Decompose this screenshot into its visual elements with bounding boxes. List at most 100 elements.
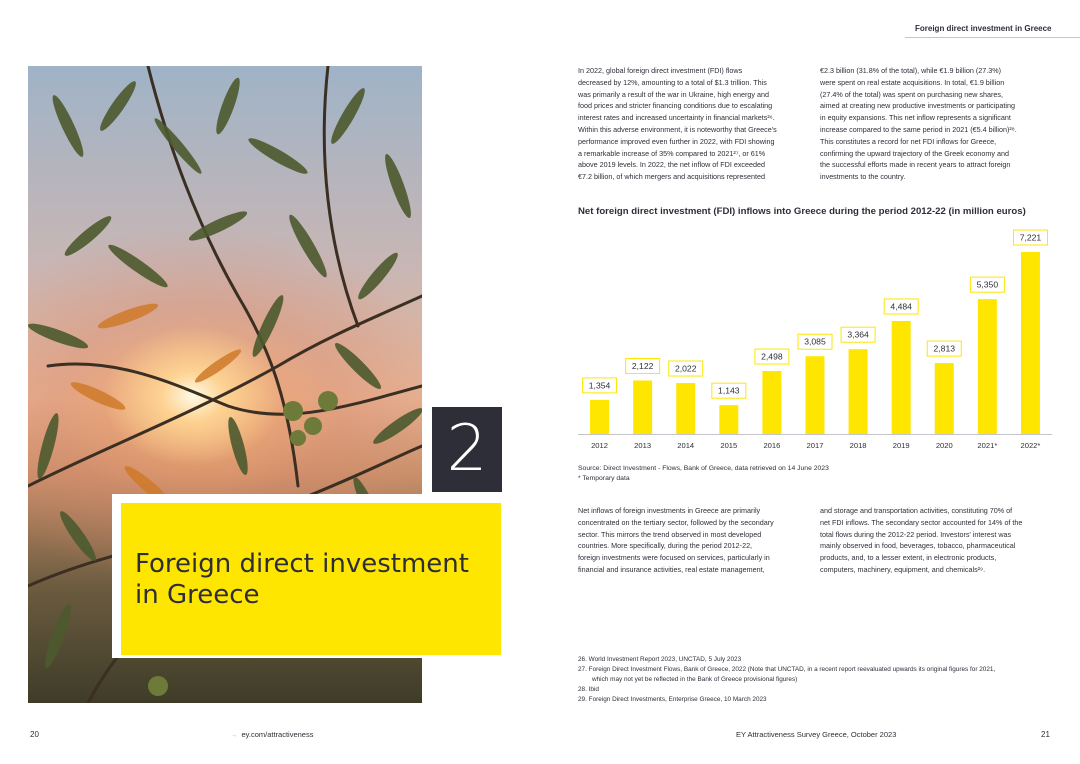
data-label: 1,143 bbox=[718, 386, 740, 396]
text-line: in equity expansions. This net inflow re… bbox=[820, 113, 1011, 123]
text-line: were spent on real estate acquisitions. … bbox=[820, 77, 1005, 87]
text-line: performance improved even further in 202… bbox=[578, 136, 775, 146]
text-line: increase compared to the same period in … bbox=[820, 124, 1017, 134]
footnote: 26. World Investment Report 2023, UNCTAD… bbox=[578, 656, 742, 663]
x-tick-label: 2021* bbox=[977, 441, 997, 450]
data-label: 3,364 bbox=[847, 330, 869, 340]
x-tick-label: 2017 bbox=[807, 441, 824, 450]
text-line: was primarily a result of the war in Ukr… bbox=[578, 89, 769, 99]
bar-2019 bbox=[891, 320, 911, 434]
bar-2021* bbox=[977, 299, 997, 434]
footer-link-text[interactable]: ey.com/attractiveness bbox=[241, 730, 314, 739]
data-label: 7,221 bbox=[1020, 233, 1042, 243]
footnote-continuation: which may not yet be reflected in the Ba… bbox=[592, 676, 798, 683]
temporary-data-note: * Temporary data bbox=[578, 475, 630, 482]
data-label: 4,484 bbox=[890, 301, 912, 311]
chapter-title-line-1: Foreign direct investment bbox=[135, 549, 469, 579]
footnote: 28. Ibid bbox=[578, 686, 599, 693]
bar-2022* bbox=[1020, 252, 1040, 434]
x-tick-label: 2014 bbox=[677, 441, 694, 450]
text-line: €2.3 billion (31.8% of the total), while… bbox=[820, 66, 1001, 75]
data-label-box bbox=[926, 340, 962, 357]
data-label-box bbox=[883, 298, 919, 315]
text-line: confirming the upward trajectory of the … bbox=[820, 148, 1009, 158]
text-line: This constitutes a record for net FDI in… bbox=[820, 136, 997, 146]
x-tick-label: 2013 bbox=[634, 441, 651, 450]
text-line: financial and insurance activities, real… bbox=[578, 564, 765, 574]
text-line: decreased by 12%, amounting to a total o… bbox=[578, 77, 767, 87]
running-header: Foreign direct investment in Greece bbox=[915, 24, 1052, 33]
text-line: concentrated on the tertiary sector, fol… bbox=[578, 517, 774, 527]
text-line: In 2022, global foreign direct investmen… bbox=[578, 66, 743, 75]
text-line: investments to the country. bbox=[820, 172, 906, 182]
data-label-box bbox=[1012, 229, 1048, 246]
arrow-right-icon: → bbox=[230, 730, 238, 739]
x-tick-label: 2019 bbox=[893, 441, 910, 450]
intro-column-2: €2.3 billion (31.8% of the total), while… bbox=[820, 65, 1058, 183]
data-label: 2,022 bbox=[675, 364, 697, 374]
data-label: 2,813 bbox=[934, 344, 956, 354]
x-tick-label: 2022* bbox=[1021, 441, 1041, 450]
data-label-box bbox=[840, 326, 876, 343]
text-line: total flows during the 2012-22 period. I… bbox=[820, 529, 1012, 539]
body-column-2: and storage and transportation activitie… bbox=[820, 505, 1058, 576]
text-line: sector. This mirrors the trend observed … bbox=[578, 529, 762, 539]
right-page-number: 21 bbox=[1041, 730, 1050, 739]
x-tick-label: 2016 bbox=[763, 441, 780, 450]
footnote: 27. Foreign Direct Investment Flows, Ban… bbox=[578, 666, 996, 673]
data-label-box bbox=[797, 333, 833, 350]
text-line: foreign investments were focused on serv… bbox=[578, 553, 770, 563]
text-line: mainly observed in food, beverages, toba… bbox=[820, 541, 1016, 551]
footer-link[interactable]: → ey.com/attractiveness bbox=[230, 730, 313, 739]
text-line: interest rates and increased uncertainty… bbox=[578, 113, 775, 123]
text-line: the successful efforts made in recent ye… bbox=[820, 160, 1011, 170]
body-column-1: Net inflows of foreign investments in Gr… bbox=[578, 505, 810, 576]
footer-publication: EY Attractiveness Survey Greece, October… bbox=[736, 730, 897, 739]
fdi-bar-chart: 1,354 2012 2,122 2013 2,022 2014 1,143 2015 2,49… bbox=[578, 229, 1052, 450]
text-line: and storage and transportation activitie… bbox=[820, 506, 1013, 515]
data-label-box bbox=[668, 360, 704, 377]
data-label: 3,085 bbox=[804, 337, 826, 347]
data-label: 5,350 bbox=[977, 280, 999, 290]
x-tick-label: 2018 bbox=[850, 441, 867, 450]
chart-title: Net foreign direct investment (FDI) infl… bbox=[578, 206, 1026, 217]
data-label-box bbox=[711, 382, 747, 399]
x-tick-label: 2015 bbox=[720, 441, 737, 450]
header-divider bbox=[905, 37, 1080, 38]
x-tick-label: 2012 bbox=[591, 441, 608, 450]
chapter-title: Foreign direct investment in Greece bbox=[135, 549, 495, 611]
bar-2016 bbox=[762, 371, 782, 434]
bar-2015 bbox=[719, 405, 739, 434]
footnote: 29. Foreign Direct Investments, Enterpri… bbox=[578, 696, 767, 703]
chart-source: Source: Direct Investment - Flows, Bank … bbox=[578, 464, 829, 484]
bar-2012 bbox=[590, 399, 610, 434]
x-tick-label: 2020 bbox=[936, 441, 953, 450]
text-line: net FDI inflows. The secondary sector ac… bbox=[820, 517, 1023, 527]
data-label-box bbox=[625, 358, 661, 375]
bar-2017 bbox=[805, 356, 825, 434]
chapter-number-badge: 2 bbox=[432, 407, 502, 492]
text-line: a remarkable increase of 35% compared to… bbox=[578, 148, 766, 158]
intro-column-1: In 2022, global foreign direct investmen… bbox=[578, 65, 810, 183]
footnotes: 26. World Investment Report 2023, UNCTAD… bbox=[578, 655, 1058, 705]
text-line: Net inflows of foreign investments in Gr… bbox=[578, 506, 761, 515]
data-label: 1,354 bbox=[589, 380, 611, 390]
text-line: countries. More specifically, during the… bbox=[578, 541, 753, 551]
data-label-box bbox=[754, 348, 790, 365]
data-label: 2,498 bbox=[761, 352, 783, 362]
bar-2013 bbox=[633, 380, 653, 434]
text-line: (27.4% of the total) was spent on purcha… bbox=[820, 89, 1003, 99]
source-line: Source: Direct Investment - Flows, Bank … bbox=[578, 465, 829, 472]
bar-2020 bbox=[934, 363, 954, 434]
text-line: food prices and stricter financing condi… bbox=[578, 101, 773, 111]
chapter-title-box: Foreign direct investment in Greece bbox=[121, 503, 501, 655]
bar-2014 bbox=[676, 383, 696, 434]
text-line: Within this adverse environment, it is n… bbox=[578, 124, 777, 134]
text-line: products, and, to a lesser extent, in el… bbox=[820, 553, 997, 563]
left-page-number: 20 bbox=[30, 730, 39, 739]
chapter-title-line-2: in Greece bbox=[135, 580, 260, 610]
text-line: above 2019 levels. In 2022, the net infl… bbox=[578, 160, 765, 170]
data-label-box bbox=[969, 276, 1005, 293]
text-line: €7.2 billion, of which mergers and acqui… bbox=[578, 172, 765, 182]
data-label-box bbox=[582, 377, 618, 394]
